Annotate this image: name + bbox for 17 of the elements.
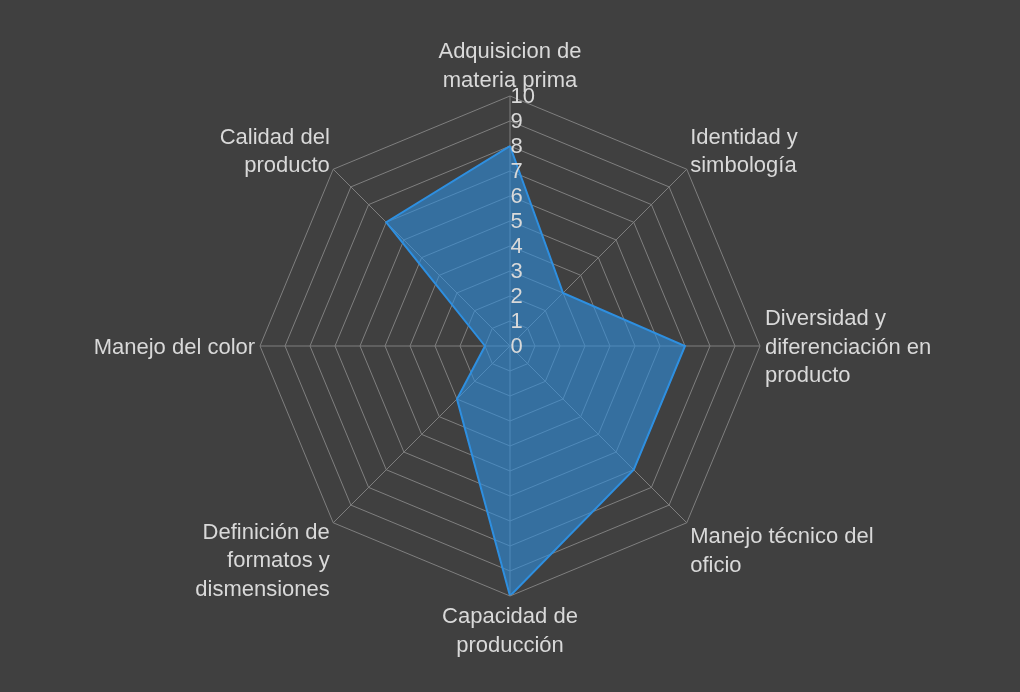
y-tick-label: 2 — [510, 283, 523, 309]
y-tick-label: 8 — [510, 133, 523, 159]
spoke-label: Capacidad de producción — [442, 602, 578, 657]
y-tick-label: 1 — [510, 308, 523, 334]
y-tick-label: 6 — [510, 183, 523, 209]
y-tick-label: 9 — [510, 108, 523, 134]
y-tick-label: 0 — [510, 333, 523, 359]
spoke-label: Manejo del color — [93, 333, 256, 359]
spoke-label: Definición de formatos y dismensiones — [195, 518, 330, 602]
y-tick-label: 5 — [510, 208, 523, 234]
spoke-label: Calidad del producto — [219, 123, 330, 178]
y-tick-label: 3 — [510, 258, 523, 284]
y-tick-label: 4 — [510, 233, 523, 259]
spoke-label: Diversidad y diferenciación en producto — [764, 305, 932, 388]
spoke-label: Identidad y simbología — [690, 123, 798, 178]
y-tick-label: 7 — [510, 158, 523, 184]
spoke-label: Manejo técnico del oficio — [690, 523, 874, 577]
